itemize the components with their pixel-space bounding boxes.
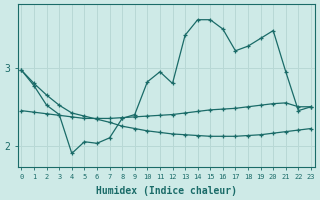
X-axis label: Humidex (Indice chaleur): Humidex (Indice chaleur)	[96, 186, 237, 196]
